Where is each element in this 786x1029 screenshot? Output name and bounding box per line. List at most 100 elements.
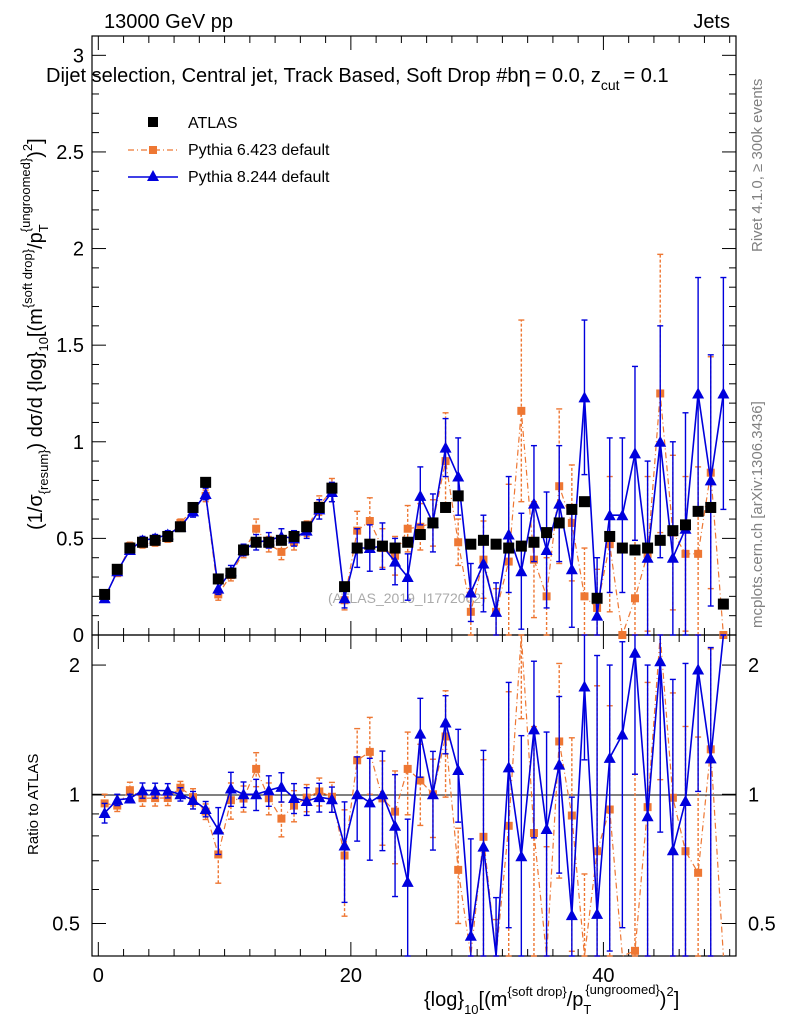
ratio-point-pythia8 — [414, 727, 427, 739]
ratio-point-pythia8 — [603, 751, 616, 763]
data-point-pythia8 — [717, 387, 730, 399]
ratio-point-pythia6 — [403, 764, 412, 773]
ratio-point-pythia8 — [174, 788, 187, 800]
data-point-atlas — [629, 544, 641, 556]
data-point-atlas — [187, 501, 199, 513]
ratio-point-pythia8 — [401, 875, 414, 887]
ratio-point-pythia8 — [149, 784, 162, 796]
data-point-pythia8 — [452, 470, 465, 482]
data-point-pythia8 — [490, 605, 503, 617]
ratio-point-pythia8 — [578, 680, 591, 692]
data-point-pythia8 — [591, 609, 604, 621]
data-point-atlas — [111, 563, 123, 575]
main-y-axis-label: (1/σ{resum}) dσ/d {log}10[(m{soft drop}/… — [18, 138, 51, 530]
plot-title-sub: cut — [601, 77, 620, 93]
ratio-point-pythia8 — [111, 793, 124, 805]
data-point-pythia6 — [365, 516, 374, 525]
data-point-pythia8 — [578, 391, 591, 403]
data-point-pythia6 — [630, 594, 639, 603]
plot-title-eta: η — [518, 62, 530, 87]
legend-label-atlas: ATLAS — [188, 115, 238, 132]
ratio-point-pythia8 — [464, 929, 477, 941]
data-point-atlas — [654, 534, 666, 546]
data-point-pythia8 — [704, 474, 717, 486]
watermark: (ATLAS_2019_I1772062) — [328, 590, 486, 606]
data-point-atlas — [515, 540, 527, 552]
data-point-atlas — [566, 503, 578, 515]
data-point-pythia8 — [515, 565, 528, 577]
data-point-atlas — [301, 521, 313, 533]
ratio-point-pythia8 — [679, 794, 692, 806]
ratio-point-pythia8 — [628, 646, 641, 658]
ratio-y-tick-label: 0.5 — [52, 913, 80, 935]
ratio-point-pythia8 — [199, 803, 212, 815]
data-point-pythia6 — [277, 547, 286, 556]
data-point-atlas — [717, 598, 729, 610]
ratio-point-pythia8 — [553, 758, 566, 770]
ratio-line-pythia6 — [104, 634, 724, 957]
ratio-point-pythia8 — [288, 791, 301, 803]
data-point-atlas — [591, 592, 603, 604]
ratio-point-pythia8 — [654, 655, 667, 667]
data-point-atlas — [162, 530, 174, 542]
ratio-point-pythia8 — [376, 788, 389, 800]
main-y-tick-label: 0.5 — [56, 528, 84, 550]
header-right: Jets — [693, 11, 730, 33]
ratio-point-pythia8 — [351, 788, 364, 800]
ratio-y-tick-label-right: 1 — [748, 784, 759, 806]
ratio-point-pythia8 — [389, 819, 402, 831]
data-point-pythia6 — [454, 538, 463, 547]
data-point-pythia8 — [628, 447, 641, 459]
ratio-point-pythia8 — [477, 840, 490, 852]
data-point-pythia8 — [502, 528, 515, 540]
data-point-pythia8 — [414, 489, 427, 501]
data-point-pythia8 — [199, 487, 212, 499]
data-point-pythia8 — [338, 592, 351, 604]
ratio-point-pythia8 — [212, 823, 225, 835]
data-point-atlas — [238, 544, 250, 556]
data-point-atlas — [667, 525, 679, 537]
data-point-pythia6 — [403, 524, 412, 533]
ratio-point-pythia8 — [439, 716, 452, 728]
data-point-pythia8 — [565, 563, 578, 575]
ratio-y-tick-label-right: 2 — [748, 655, 759, 677]
data-point-pythia6 — [252, 524, 261, 533]
ratio-point-pythia8 — [161, 784, 174, 796]
ratio-point-pythia8 — [591, 907, 604, 919]
ratio-point-pythia6 — [277, 814, 286, 823]
ratio-y-axis-label: Ratio to ATLAS — [25, 754, 42, 855]
data-point-atlas — [263, 536, 275, 548]
data-point-atlas — [452, 490, 464, 502]
data-point-atlas — [376, 540, 388, 552]
data-point-pythia8 — [439, 441, 452, 453]
x-axis-label: {log}10[(m{soft drop}/pT{ungroomed})2] — [424, 982, 679, 1017]
data-point-pythia6 — [694, 549, 703, 558]
ratio-point-pythia8 — [515, 850, 528, 862]
plot-title-end: = 0.1 — [624, 65, 669, 87]
ratio-point-pythia8 — [641, 810, 654, 822]
ratio-point-pythia8 — [692, 663, 705, 675]
main-y-tick-label: 3 — [73, 45, 84, 67]
data-point-atlas — [692, 505, 704, 517]
legend-label-pythia8: Pythia 8.244 default — [188, 169, 330, 186]
ratio-point-pythia6 — [365, 747, 374, 756]
ratio-point-pythia8 — [565, 909, 578, 921]
legend: ATLAS Pythia 6.423 default Pythia 8.244 … — [128, 115, 330, 186]
ratio-point-pythia6 — [694, 868, 703, 877]
data-point-pythia6 — [580, 592, 589, 601]
data-point-atlas — [250, 536, 262, 548]
ratio-point-pythia8 — [187, 794, 200, 806]
data-point-atlas — [642, 542, 654, 554]
ratio-point-pythia8 — [250, 788, 263, 800]
data-point-atlas — [705, 501, 717, 513]
ratio-point-pythia6 — [252, 764, 261, 773]
header-left: 13000 GeV pp — [104, 11, 233, 33]
data-point-atlas — [212, 573, 224, 585]
ratio-point-pythia8 — [300, 795, 313, 807]
main-y-tick-label: 2 — [73, 239, 84, 261]
x-tick-label: 20 — [340, 965, 362, 987]
legend-marker-pythia6 — [149, 146, 157, 154]
data-point-pythia8 — [401, 571, 414, 583]
data-point-pythia8 — [540, 543, 553, 555]
